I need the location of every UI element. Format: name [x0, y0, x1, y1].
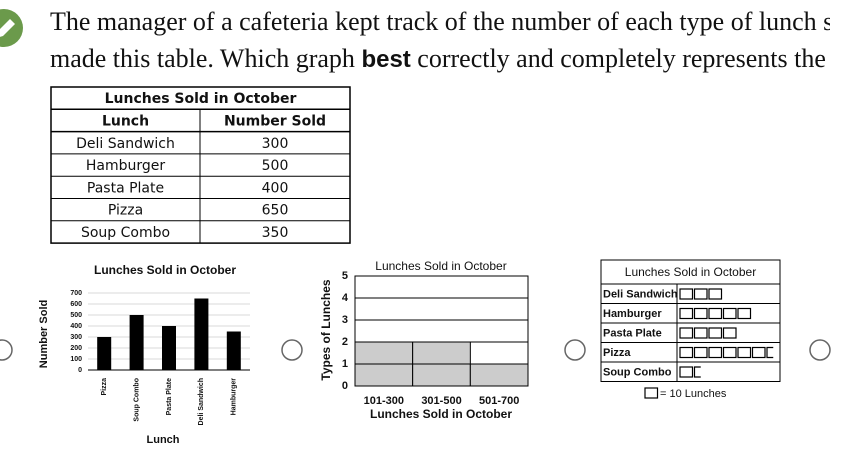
x-tick-label: Pizza — [101, 378, 108, 396]
icon — [693, 307, 708, 320]
y-tick-label: 4 — [342, 292, 349, 304]
x-tick-label: Soup Combo — [133, 378, 140, 422]
y-axis-label: Types of Lunches — [319, 279, 333, 380]
icon-part — [766, 346, 774, 359]
y-tick-label: 3 — [342, 314, 348, 326]
table-cell: Pizza — [108, 203, 143, 219]
row-label: Deli Sandwich — [603, 289, 678, 301]
table-title: Lunches Sold in October — [105, 91, 297, 107]
icon — [708, 346, 723, 359]
y-tick-label: 400 — [70, 323, 82, 330]
options: Lunches Sold in October 0 100 200 300 400 500 6… — [0, 259, 831, 446]
radio-button[interactable] — [0, 339, 13, 361]
icon-row — [679, 346, 774, 359]
table-cell: Pasta Plate — [87, 180, 164, 196]
table-cell: Soup Combo — [81, 225, 170, 241]
question-text: correctly and completely represents the — [417, 44, 826, 73]
icon — [722, 327, 737, 339]
icon — [679, 327, 694, 339]
radio-button[interactable] — [564, 339, 586, 361]
table-cell: Deli Sandwich — [76, 136, 175, 152]
edge — [830, 0, 848, 455]
row-label: Soup Combo — [603, 367, 672, 379]
bar — [162, 326, 176, 370]
chart-title: Lunches Sold in October — [375, 259, 506, 273]
chart-title: Lunches Sold in October — [625, 265, 756, 279]
key-label: = 10 Lunches — [660, 388, 727, 400]
bar — [129, 315, 144, 370]
icon — [708, 288, 723, 300]
radio-button[interactable] — [809, 339, 831, 361]
icon — [708, 307, 723, 320]
icon — [693, 327, 708, 339]
y-tick-label: 5 — [342, 270, 348, 282]
question-bold: best — [361, 46, 410, 73]
icon-row — [679, 327, 737, 339]
y-tick-label: 2 — [342, 336, 348, 348]
icon — [693, 288, 708, 300]
icon — [693, 346, 708, 359]
icon-row — [679, 288, 723, 300]
y-tick-label: 1 — [342, 358, 348, 370]
x-axis-label: Lunch — [147, 434, 180, 446]
y-tick-label: 0 — [78, 367, 82, 374]
question-line: The manager of a cafeteria kept track of… — [50, 7, 833, 36]
icon — [708, 327, 723, 339]
table-cell: 350 — [262, 225, 289, 241]
x-tick-label: 501-700 — [479, 395, 519, 407]
table-cell: 300 — [262, 136, 289, 152]
x-tick-label: Deli Sandwich — [198, 378, 205, 425]
table-cell: 650 — [262, 203, 289, 219]
y-axis-label: Number Sold — [38, 300, 50, 368]
icon — [751, 346, 766, 359]
question-text: made this table. Which graph — [50, 44, 355, 73]
x-axis-label: Lunches Sold in October — [370, 407, 512, 421]
icon-part — [693, 366, 701, 378]
icon-row — [679, 307, 752, 320]
row-label: Pasta Plate — [603, 328, 662, 340]
bar — [226, 331, 241, 370]
icon — [679, 366, 694, 378]
icon — [679, 307, 694, 320]
y-tick-label: 100 — [70, 356, 82, 363]
y-tick-label: 0 — [342, 380, 348, 392]
table: Lunches Sold in October Lunch Number Sold D… — [50, 86, 351, 244]
bar — [194, 298, 209, 370]
picto-frame — [600, 259, 781, 382]
icon — [679, 346, 694, 359]
question-line: made this table. Which graph best correc… — [50, 44, 826, 73]
table-header: Number Sold — [224, 113, 326, 129]
table-cell: 400 — [262, 180, 289, 196]
bar — [97, 337, 112, 370]
table-header: Lunch — [102, 113, 149, 129]
y-tick-label: 700 — [70, 290, 82, 297]
y-tick-label: 200 — [70, 345, 82, 352]
edit-icon[interactable] — [0, 9, 23, 47]
x-tick-label: 301-500 — [421, 395, 461, 407]
x-tick-label: Hamburger — [231, 378, 238, 416]
key-icon — [644, 387, 659, 399]
row-label: Pizza — [603, 347, 631, 359]
icon-row — [679, 366, 701, 378]
x-tick-label: Pasta Plate — [166, 378, 173, 415]
x-tick-label: 101-300 — [364, 395, 404, 407]
icon — [679, 288, 694, 300]
y-tick-label: 300 — [70, 334, 82, 341]
y-tick-label: 500 — [70, 312, 82, 319]
pencil — [0, 19, 15, 37]
table-cell: Hamburger — [86, 158, 166, 174]
row-label: Hamburger — [603, 308, 662, 320]
bar — [469, 363, 529, 387]
radio-button[interactable] — [281, 339, 303, 361]
plot-frame — [354, 275, 529, 387]
icon — [737, 346, 752, 359]
chart-title: Lunches Sold in October — [94, 263, 236, 277]
icon — [722, 307, 737, 320]
y-tick-label: 600 — [70, 301, 82, 308]
table-cell: 500 — [262, 158, 289, 174]
icon — [722, 346, 737, 359]
icon — [737, 307, 752, 320]
